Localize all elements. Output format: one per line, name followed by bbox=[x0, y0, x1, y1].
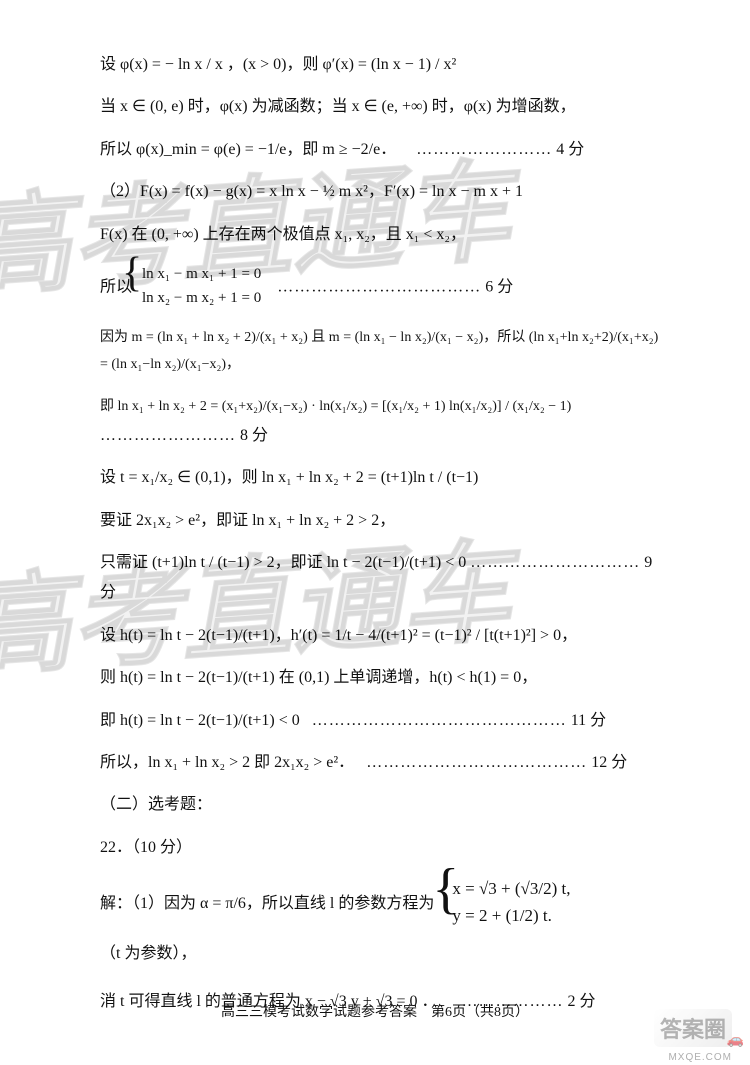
line-11-main: 只需证 (t+1)ln t / (t−1) > 2，即证 ln t − 2(t−… bbox=[100, 554, 466, 571]
line-9: 设 t = x₁/x₂ ∈ (0,1)，则 ln x₁ + ln x₂ + 2 … bbox=[100, 463, 660, 493]
line-3-main: 所以 φ(x)_min = φ(e) = −1/e，即 m ≥ −2/e． bbox=[100, 141, 396, 158]
line-11-dots: ………………………… bbox=[470, 554, 640, 571]
line-13: 则 h(t) = ln t − 2(t−1)/(t+1) 在 (0,1) 上单调… bbox=[100, 663, 660, 693]
line-3-dots: …………………… bbox=[416, 141, 552, 158]
brace-icon-2: { bbox=[432, 861, 459, 917]
line-12: 设 h(t) = ln t − 2(t−1)/(t+1)，h′(t) = 1/t… bbox=[100, 621, 660, 651]
line-8-main: 即 ln x₁ + ln x₂ + 2 = (x₁+x₂)/(x₁−x₂) · … bbox=[100, 399, 571, 414]
line-14-score: 11 分 bbox=[571, 712, 606, 729]
line-8: 即 ln x₁ + ln x₂ + 2 = (x₁+x₂)/(x₁−x₂) · … bbox=[100, 391, 660, 452]
q22-heading: 22．（10 分） bbox=[100, 833, 660, 863]
line-6-score: 6 分 bbox=[485, 278, 513, 295]
sol1-row2: y = 2 + (1/2) t. bbox=[452, 906, 551, 925]
sol1-prefix: 解：（1）因为 α = π/6，所以直线 l 的参数方程为 bbox=[100, 889, 434, 919]
corner-stamp-sub: MXQE.COM bbox=[668, 1052, 732, 1063]
line-14: 即 h(t) = ln t − 2(t−1)/(t+1) < 0 …………………… bbox=[100, 706, 660, 736]
section-2-heading: （二）选考题： bbox=[100, 790, 660, 820]
line-15-main: 所以，ln x₁ + ln x₂ > 2 即 2x₁x₂ > e²． bbox=[100, 754, 354, 771]
line-11: 只需证 (t+1)ln t / (t−1) > 2，即证 ln t − 2(t−… bbox=[100, 548, 660, 609]
brace-icon: { bbox=[122, 252, 142, 294]
line-6-row1: ln x₁ − m x₁ + 1 = 0 bbox=[142, 266, 261, 282]
line-1: 设 φ(x) = − ln x / x ，(x > 0)，则 φ′(x) = (… bbox=[100, 50, 660, 80]
line-4: （2）F(x) = f(x) − g(x) = x ln x − ½ m x²，… bbox=[100, 177, 660, 207]
corner-stamp: 答案圈 bbox=[654, 1009, 732, 1047]
sol1-suffix: （t 为参数）， bbox=[100, 939, 196, 969]
line-14-dots: ……………………………………… bbox=[312, 712, 567, 729]
line-10: 要证 2x₁x₂ > e²，即证 ln x₁ + ln x₂ + 2 > 2， bbox=[100, 506, 660, 536]
line-6-row2: ln x₂ − m x₂ + 1 = 0 bbox=[142, 290, 261, 306]
line-15-score: 12 分 bbox=[591, 754, 627, 771]
line-2: 当 x ∈ (0, e) 时，φ(x) 为减函数；当 x ∈ (e, +∞) 时… bbox=[100, 92, 660, 122]
solution-1: 解：（1）因为 α = π/6，所以直线 l 的参数方程为 { x = √3 +… bbox=[100, 875, 660, 969]
sol1-row1: x = √3 + (√3/2) t, bbox=[452, 879, 570, 898]
line-8-dots: …………………… bbox=[100, 427, 236, 444]
line-8-score: 8 分 bbox=[240, 427, 268, 444]
line-3: 所以 φ(x)_min = φ(e) = −1/e，即 m ≥ −2/e． ……… bbox=[100, 135, 660, 165]
line-5: F(x) 在 (0, +∞) 上存在两个极值点 x₁, x₂，且 x₁ < x₂… bbox=[100, 220, 660, 250]
line-15-dots: ………………………………… bbox=[366, 754, 587, 771]
line-3-score: 4 分 bbox=[556, 141, 584, 158]
line-14-main: 即 h(t) = ln t − 2(t−1)/(t+1) < 0 bbox=[100, 712, 300, 729]
line-15: 所以，ln x₁ + ln x₂ > 2 即 2x₁x₂ > e²． ……………… bbox=[100, 748, 660, 778]
line-7: 因为 m = (ln x₁ + ln x₂ + 2)/(x₁ + x₂) 且 m… bbox=[100, 325, 660, 378]
line-6-dots: ……………………………… bbox=[277, 278, 481, 295]
line-6: 所以 { ln x₁ − m x₁ + 1 = 0 ln x₂ − m x₂ +… bbox=[100, 262, 660, 313]
corner-stamp-icon: 🚗 bbox=[727, 1032, 744, 1049]
page-footer: 高三三模考试数学试题参考答案 第6页（共8页） bbox=[0, 1001, 750, 1021]
